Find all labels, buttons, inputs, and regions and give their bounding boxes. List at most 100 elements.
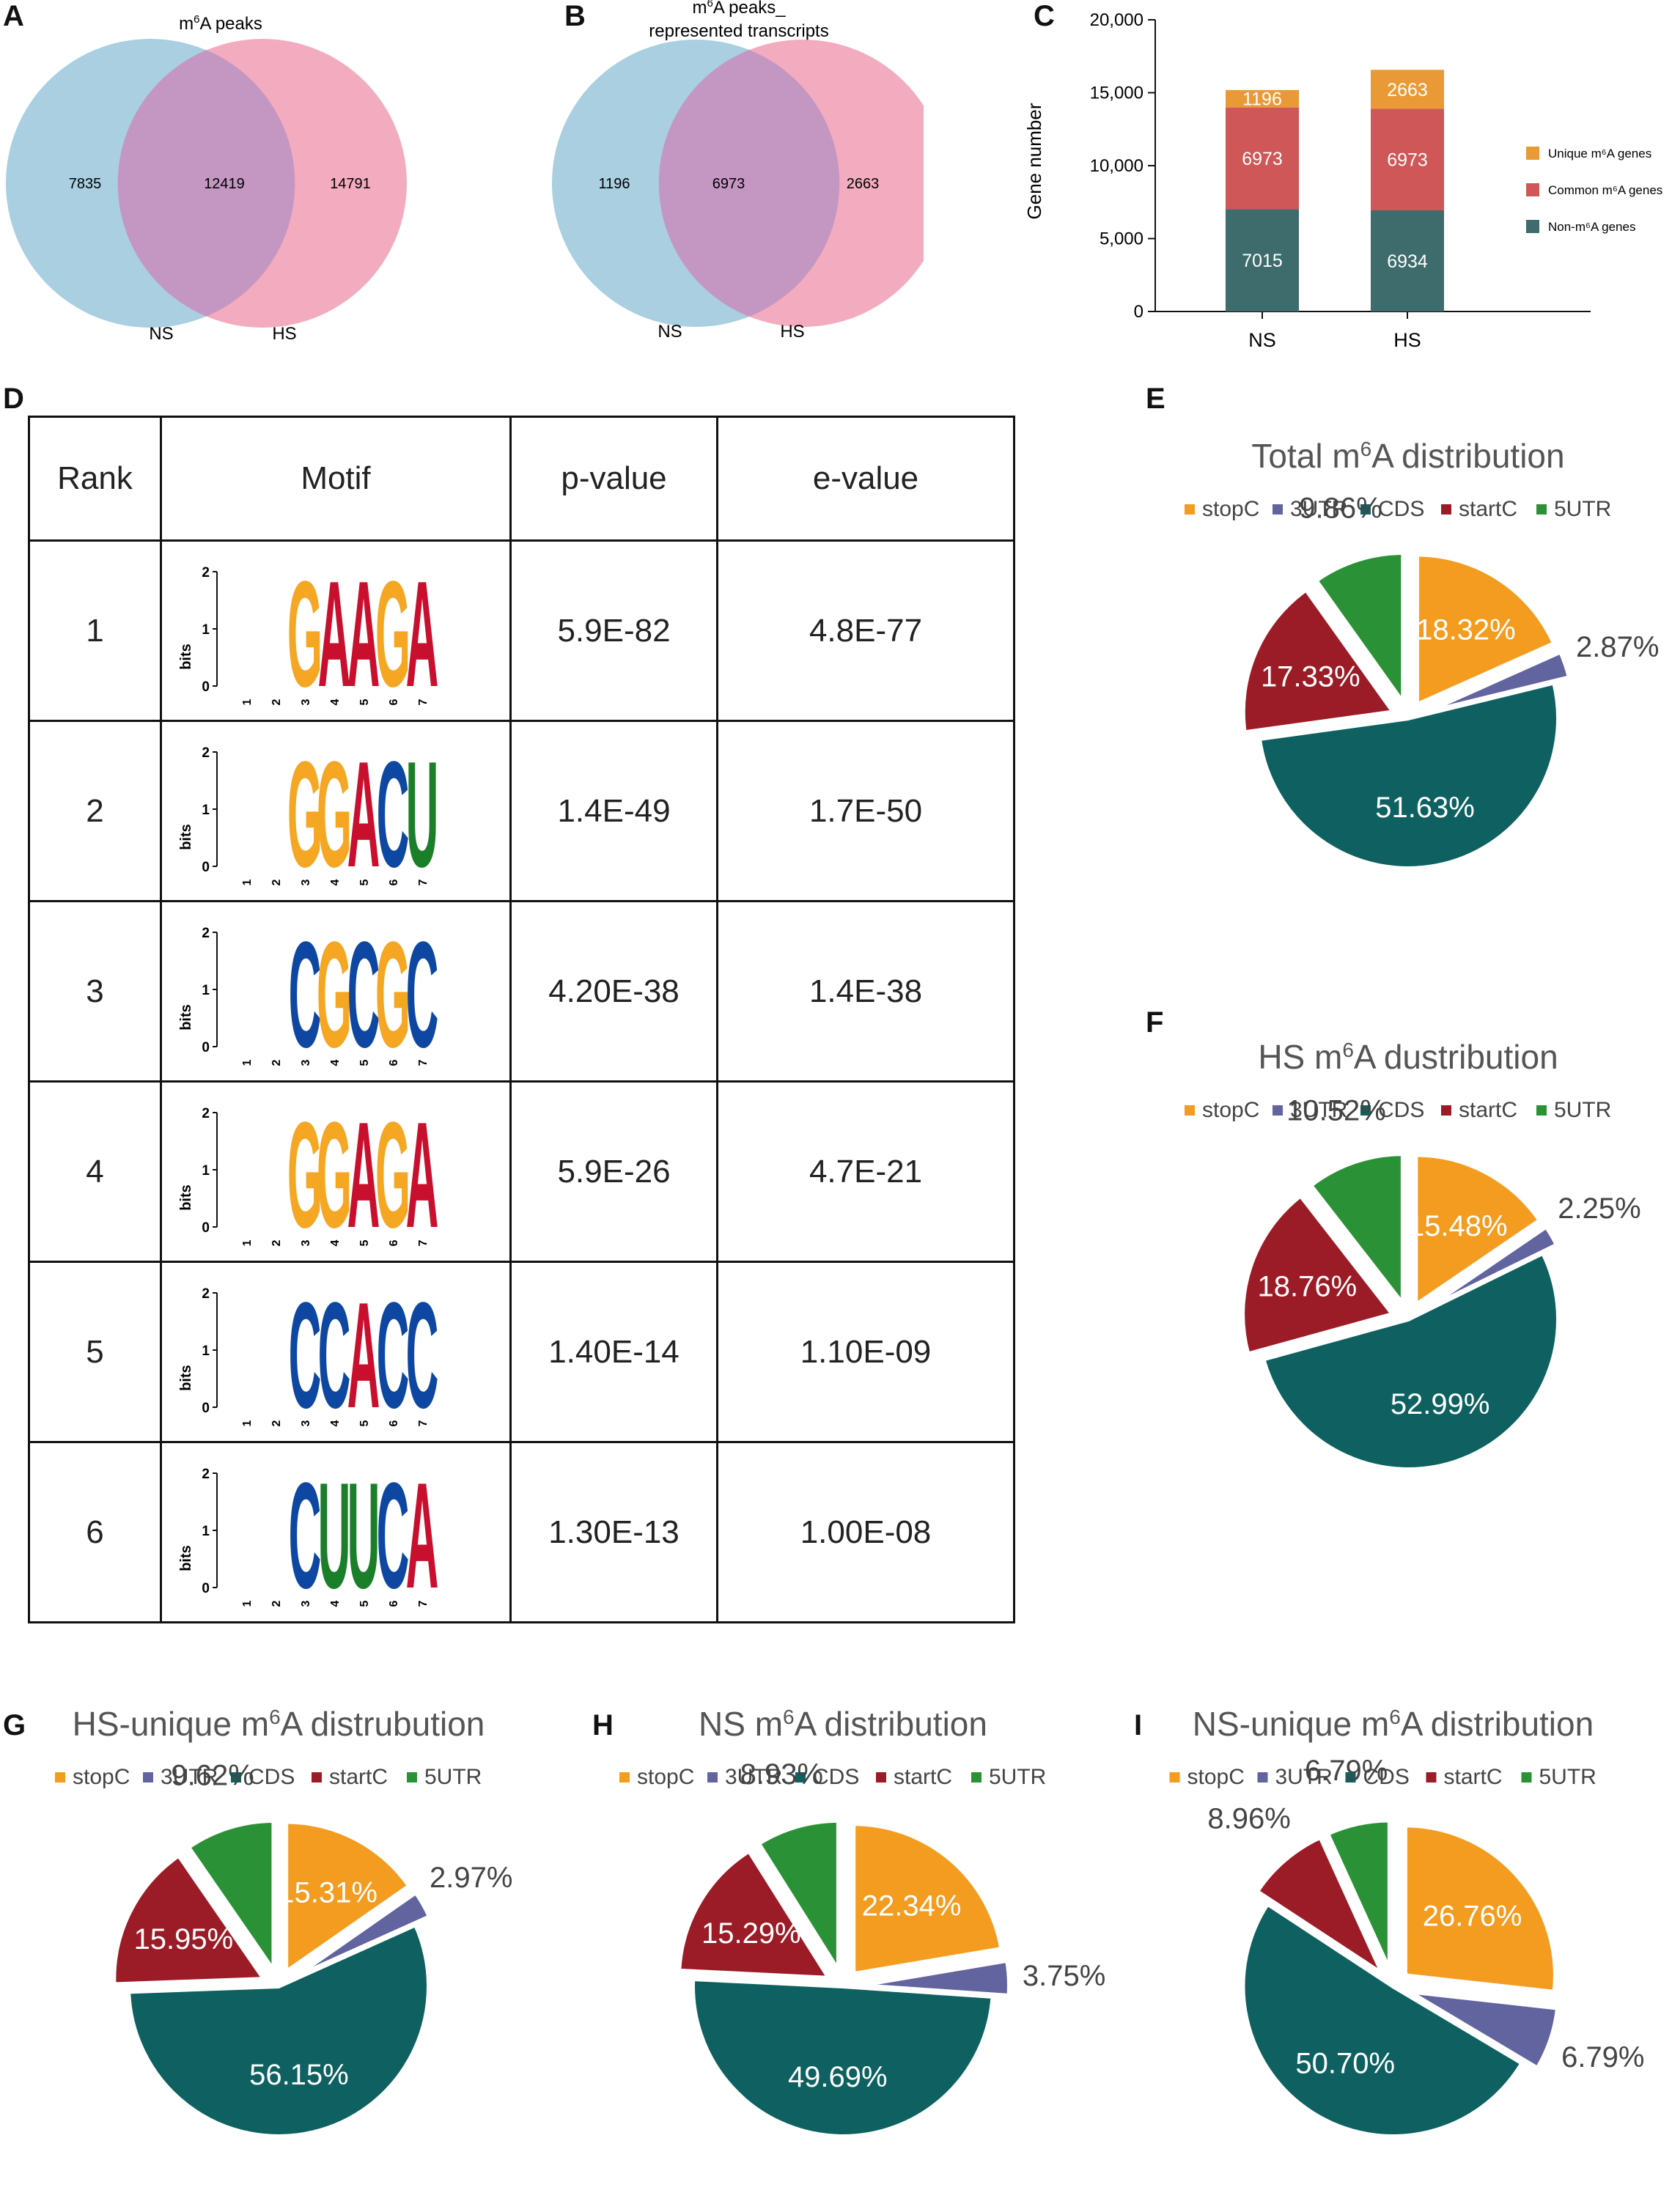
bar-legend-label: Common m⁶A genes [1548, 183, 1662, 197]
pie-slice-stopc [1414, 552, 1558, 709]
logo-y-tick-label: 0 [202, 679, 210, 695]
venn-peaks-title: m6A peaks [179, 13, 262, 34]
pie-title: NS-unique m6A distribution [1193, 1705, 1594, 1743]
venn-transcripts-title: m6A peaks_ [692, 0, 786, 18]
pie-slice-label: 18.76% [1258, 1270, 1358, 1302]
pie-slice-label: 10.52% [1286, 1094, 1386, 1127]
logo-x-tick-label: 5 [358, 1239, 371, 1246]
pie-legend-swatch [619, 1772, 630, 1782]
pie-slice-label: 6.79% [1305, 1755, 1388, 1787]
logo-y-label: bits [178, 1545, 194, 1571]
logo-letter: C [377, 1275, 410, 1429]
panel-letter-g: G [3, 1709, 26, 1741]
logo-x-tick-label: 1 [241, 1239, 254, 1246]
motif-logo: bits 0 1 2 1 2 3 4 5 6 7 G A A G A [160, 539, 512, 722]
logo-x-tick-label: 5 [358, 1600, 371, 1607]
pie-legend-swatch [795, 1772, 806, 1782]
venn-right-label: HS [780, 322, 804, 342]
logo-y-tick-label: 2 [202, 745, 210, 761]
bar-y-tick-label: 10,000 [1090, 156, 1143, 176]
pie-legend-swatch [1185, 1105, 1195, 1116]
pie-legend-swatch [1441, 1105, 1451, 1116]
pie-chart-hs-unique: HS-unique m6A distrubution stopC 3UTR CDS st… [55, 1705, 512, 2139]
bar-segment [1226, 107, 1299, 210]
bar-legend-swatch [1526, 147, 1539, 160]
pie-title: HS m6A dustribution [1258, 1038, 1558, 1076]
logo-letter: G [287, 734, 323, 888]
pie-slice-label: 8.93% [740, 1758, 823, 1791]
bar-segment-label: 6973 [1242, 149, 1283, 169]
pie-slice-3utr [1407, 1989, 1561, 2072]
bar-segment-label: 6934 [1387, 251, 1428, 272]
pie-slice-startc [1240, 1192, 1397, 1357]
panel-letter-b: B [564, 0, 586, 32]
logo-letter: U [347, 1456, 380, 1610]
logo-x-tick-label: 2 [270, 1420, 283, 1426]
bar-segment-label: 2663 [1387, 80, 1428, 100]
logo-x-tick-label: 6 [388, 1059, 400, 1066]
pie-legend-swatch [1345, 1772, 1356, 1782]
logo-x-tick-label: 7 [417, 1239, 430, 1246]
pie-chart-hs: HS m6A dustribution stopC 3UTR CDS startC 5UT… [1185, 1038, 1641, 1472]
motif-rank: 3 [28, 900, 162, 1083]
pie-legend-swatch [1273, 504, 1283, 515]
pie-slice-3utr [858, 1958, 1012, 1999]
logo-x-tick-label: 1 [241, 1600, 254, 1607]
logo-letter: C [406, 1275, 439, 1429]
logo-letter: U [406, 734, 439, 888]
pie-slice-startc [111, 1852, 268, 1987]
bar-legend-label: Non-m⁶A genes [1548, 220, 1635, 234]
pie-legend-swatch [876, 1772, 886, 1782]
pie-slice-stopc [1402, 1823, 1558, 1995]
bar-y-axis-label: Gene number [1023, 103, 1045, 219]
logo-x-tick-label: 2 [270, 698, 283, 705]
panel-letter-d: D [3, 383, 24, 415]
pie-legend-label: CDS [813, 1765, 859, 1789]
column-e-value: e-value [716, 416, 1015, 542]
pie-legend-label: 3UTR [725, 1765, 782, 1789]
motif-p-value: 1.30E-13 [509, 1441, 718, 1623]
pie-legend-label: startC [329, 1765, 388, 1789]
pie-slice-stopc [851, 1821, 1004, 1977]
pie-slice-3utr [1422, 649, 1572, 715]
logo-x-tick-label: 7 [417, 879, 430, 885]
pie-title: HS-unique m6A distrubution [73, 1705, 485, 1743]
pie-slice-cds [126, 1922, 431, 2139]
venn-overlap [658, 50, 840, 317]
motif-table: Rank Motif p-value e-value 1 bits 0 1 2 1 2 3 4 5… [28, 416, 1015, 1623]
logo-y-label: bits [178, 1184, 194, 1211]
logo-letter: G [317, 915, 352, 1069]
bar-series: 7015 6973 1196 NS 6934 6973 2663 HS [1226, 70, 1444, 351]
logo-letter: G [375, 915, 410, 1069]
logo-x-tick-label: 5 [358, 879, 371, 885]
pie-slice-5utr [1313, 550, 1406, 710]
pie-slice-5utr [185, 1818, 276, 1978]
bar-segment [1226, 89, 1299, 108]
pie-slice-label: 9.86% [1299, 492, 1382, 524]
pie-chart-total: Total m6A distribution stopC 3UTR CDS startC… [1185, 437, 1659, 871]
logo-y-tick-label: 1 [202, 1343, 210, 1359]
venn-right-count: 2663 [847, 176, 880, 192]
venn-transcripts: m6A peaks_ represented transcripts 1196 … [552, 0, 924, 342]
venn-left-count: 7835 [69, 176, 102, 192]
logo-y-tick-label: 0 [202, 1401, 210, 1416]
logo-x-tick-label: 3 [300, 1239, 312, 1246]
venn-transcripts-subtitle: represented transcripts [649, 21, 828, 41]
logo-y-tick-label: 0 [202, 1220, 210, 1236]
pie-title: NS m6A distribution [699, 1705, 987, 1743]
pie-legend-swatch [1273, 1105, 1283, 1116]
logo-y-tick-label: 1 [202, 1524, 210, 1539]
pie-slice-label: 15.48% [1408, 1210, 1508, 1242]
logo-y-tick-label: 0 [202, 860, 210, 875]
pie-legend-swatch [1169, 1772, 1180, 1782]
pie-slice-5utr [1307, 1151, 1405, 1310]
logo-y-tick-label: 1 [202, 1163, 210, 1179]
logo-x-tick-label: 6 [388, 1420, 400, 1426]
motif-row: 6 bits 0 1 2 1 2 3 4 5 6 7 C U U C A 1.30E-13 1.00E-08 [28, 1441, 1015, 1623]
pie-slice-label: 2.87% [1576, 631, 1659, 663]
motif-e-value: 1.00E-08 [716, 1441, 1015, 1623]
logo-letter: U [318, 1456, 351, 1610]
pie-slice-label: 15.29% [701, 1917, 801, 1950]
pie-legend-swatch [1360, 504, 1371, 515]
